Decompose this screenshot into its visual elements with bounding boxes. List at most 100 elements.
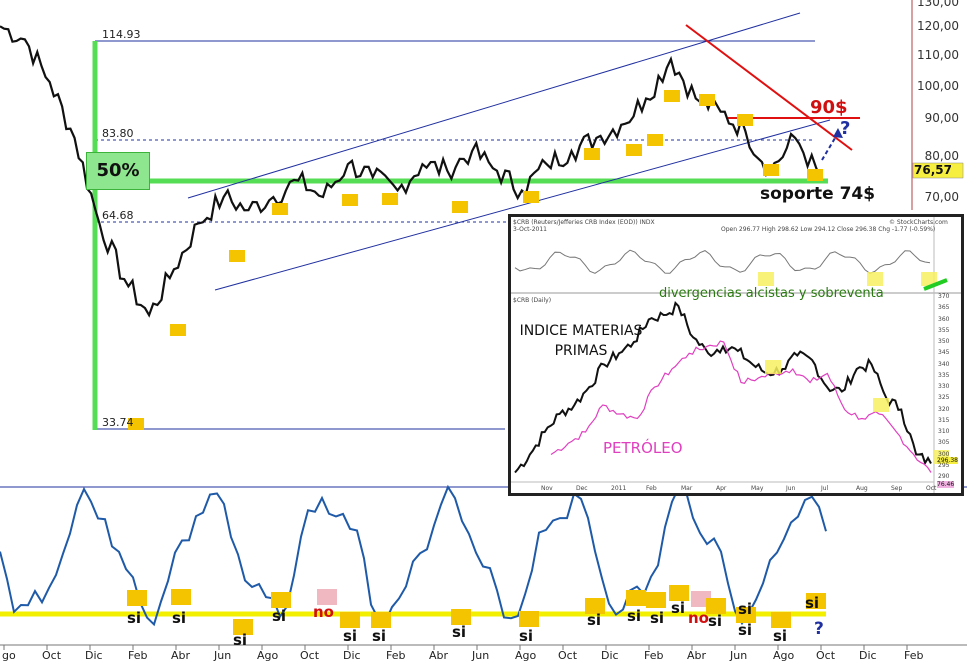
x-tick-label: Oct xyxy=(42,649,62,662)
inset-y-tick-label: 295 xyxy=(938,461,950,469)
inset-x-tick-label: 2011 xyxy=(611,485,627,492)
price-marker xyxy=(128,418,144,430)
inset-y-tick-label: 310 xyxy=(938,428,950,435)
oscillator-marker xyxy=(371,612,391,628)
inset-y-tick-label: 300 xyxy=(938,450,950,458)
oscillator-marker xyxy=(585,598,605,614)
inset-y-tick-label: 365 xyxy=(938,304,950,312)
inset-y-tick-label: 325 xyxy=(938,394,950,402)
oscillator-annotation: si xyxy=(372,627,387,645)
fibo-label-top: 114.93 xyxy=(102,28,141,41)
oscillator-marker xyxy=(706,598,726,614)
inset-y-tick-label: 350 xyxy=(938,338,950,345)
inset-y-tick-label: 345 xyxy=(938,349,950,357)
oscillator-annotation: si xyxy=(671,599,686,617)
price-marker xyxy=(664,90,680,102)
fibo-label-bottom: 33.74 xyxy=(102,416,134,429)
inset-y-tick-label: 360 xyxy=(938,315,950,323)
fibo-label-64: 64.68 xyxy=(102,209,134,222)
oscillator-annotation: no xyxy=(313,603,334,621)
price-marker xyxy=(737,114,753,126)
oscillator-marker xyxy=(171,589,191,605)
price-marker xyxy=(807,169,823,181)
oscillator-marker xyxy=(271,592,291,608)
inset-title: INDICE MATERIAS PRIMAS xyxy=(519,323,643,359)
inset-x-tick-label: Feb xyxy=(646,485,657,492)
x-tick-label: Abr xyxy=(429,649,449,662)
inset-y-tick-label: 315 xyxy=(938,416,950,424)
oscillator-annotation: si xyxy=(452,623,467,641)
oscillator-marker xyxy=(736,607,756,623)
x-tick-label: Oct xyxy=(300,649,320,662)
inset-source: © StockCharts.com xyxy=(889,219,948,226)
current-price-value: 76,57 xyxy=(914,163,952,177)
oscillator-annotation: si xyxy=(172,609,187,627)
x-tick-marks xyxy=(3,645,908,650)
y-tick-label: 90,00 xyxy=(924,111,959,125)
oscillator-marker xyxy=(519,611,539,627)
x-tick-label: Ago xyxy=(773,649,795,662)
oscillator-marker xyxy=(317,589,337,605)
x-tick-label: Feb xyxy=(904,649,924,662)
price-marker xyxy=(626,144,642,156)
fibo-label-83: 83.80 xyxy=(102,127,134,140)
inset-x-tick-label: Mar xyxy=(681,485,693,492)
oscillator-annotation: si xyxy=(805,594,820,612)
y-tick-label: 120,00 xyxy=(917,19,959,33)
oscillator-marker xyxy=(806,593,826,609)
oscillator-annotation: si xyxy=(343,627,358,645)
inset-header: $CRB (Reuters/Jefferies CRB Index (EOD))… xyxy=(513,219,655,226)
inset-x-tick-label: Apr xyxy=(716,485,727,492)
price-marker xyxy=(763,164,779,176)
oscillator-markers xyxy=(127,585,826,635)
oscillator-annotation: si xyxy=(127,609,142,627)
x-tick-label: Ago xyxy=(257,649,279,662)
oscillator-question-mark: ? xyxy=(814,619,824,639)
oscillator-annotation: no xyxy=(688,609,709,627)
inset-y-tick-label: 370 xyxy=(938,293,950,300)
price-marker xyxy=(699,94,715,106)
inset-y-tick-label: 355 xyxy=(938,326,950,334)
x-tick-label: Oct xyxy=(558,649,578,662)
oscillator-marker xyxy=(451,609,471,625)
inset-crb-last: 296.38 xyxy=(937,457,958,464)
oscillator-marker xyxy=(626,590,646,606)
inset-svg xyxy=(511,217,961,493)
x-tick-label: Jun xyxy=(730,649,748,662)
x-tick-label: Feb xyxy=(644,649,664,662)
oscillator-marker xyxy=(233,619,253,635)
price-marker xyxy=(342,194,358,206)
oscillator-annotation: si xyxy=(587,611,602,629)
inset-highlight xyxy=(921,272,937,286)
oscillator-annotation: si xyxy=(708,612,723,630)
x-tick-label: Jun xyxy=(214,649,232,662)
x-tick-label: Dic xyxy=(343,649,361,662)
oscillator-marker xyxy=(771,612,791,628)
projection-arrow xyxy=(821,132,839,161)
x-tick-label: Abr xyxy=(171,649,191,662)
inset-panel-label: $CRB (Daily) xyxy=(513,297,552,304)
price-marker xyxy=(170,324,186,336)
x-tick-label: Dic xyxy=(601,649,619,662)
price-marker xyxy=(229,250,245,262)
projection-arrowhead xyxy=(833,128,843,138)
inset-highlight xyxy=(873,398,889,412)
target-90-label: 90$ xyxy=(810,97,848,118)
oscillator-annotation: si xyxy=(627,607,642,625)
inset-crb-line xyxy=(514,301,932,474)
oscillator-annotation: si xyxy=(773,627,788,645)
x-tick-label: Jun xyxy=(472,649,490,662)
inset-highlight xyxy=(765,360,781,374)
oscillator-annotation: si xyxy=(738,621,753,639)
x-tick-label: Feb xyxy=(386,649,406,662)
x-tick-label: Dic xyxy=(859,649,877,662)
price-marker xyxy=(452,201,468,213)
y-tick-label: 100,00 xyxy=(917,79,959,93)
divergence-marker-line xyxy=(923,278,948,291)
inset-date: 3-Oct-2011 xyxy=(513,226,547,233)
inset-x-tick-label: May xyxy=(751,485,764,492)
inset-quote: Open 296.77 High 298.62 Low 294.12 Close… xyxy=(721,226,936,233)
inset-indicator-line xyxy=(514,249,931,274)
